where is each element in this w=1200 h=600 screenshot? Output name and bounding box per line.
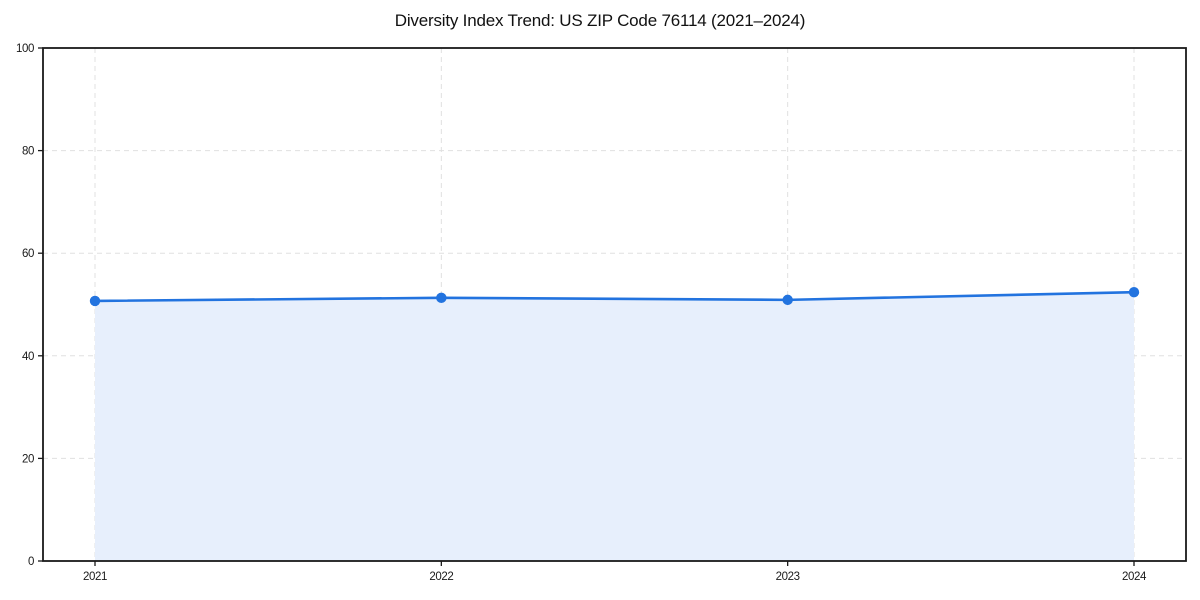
y-tick-label: 40 (22, 351, 34, 363)
series-area-fill (95, 292, 1134, 561)
data-point-marker (782, 294, 793, 306)
x-tick-label: 2022 (429, 571, 453, 583)
data-point-marker (89, 295, 101, 307)
y-tick-label: 100 (16, 43, 34, 55)
y-tick-label: 60 (22, 248, 34, 260)
x-tick-label: 2021 (83, 571, 107, 583)
x-tick-label: 2023 (776, 571, 800, 583)
chart-title: Diversity Index Trend: US ZIP Code 76114… (394, 11, 806, 30)
data-point-marker (436, 292, 447, 304)
data-point-marker (1128, 286, 1140, 298)
y-tick-label: 0 (28, 556, 34, 568)
x-tick-label: 2024 (1122, 571, 1147, 583)
y-tick-label: 20 (22, 453, 34, 465)
series-line (93, 290, 1136, 303)
plot-frame (42, 47, 1187, 562)
y-tick-label: 80 (22, 146, 34, 158)
